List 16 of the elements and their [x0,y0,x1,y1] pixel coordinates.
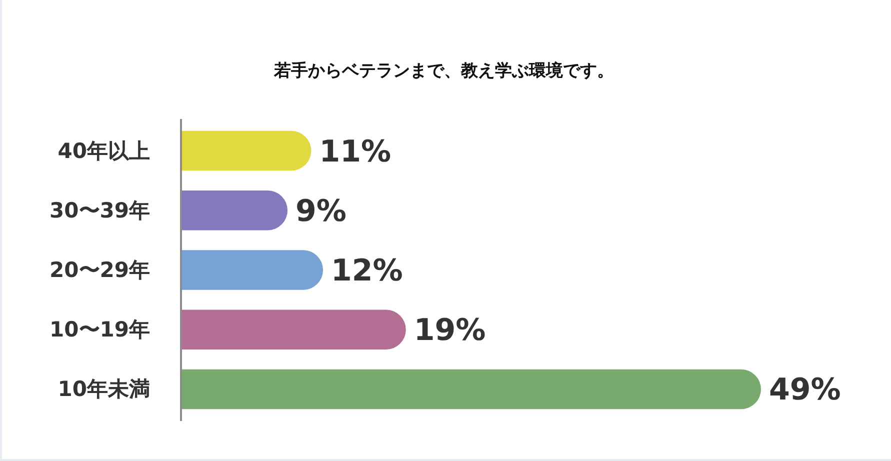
bar [181,130,312,171]
y-tick-label: 30〜39年 [50,198,150,222]
data-label: 9% [296,194,346,229]
y-tick-label: 20〜29年 [50,258,150,282]
data-label: 12% [331,254,403,288]
data-label: 19% [414,313,486,348]
bar [181,190,288,230]
y-tick-label: 10年未満 [58,377,150,402]
bar [181,369,761,410]
data-label: 49% [769,372,841,408]
chart-title: 若手からベテランまで、教え学ぶ環境です。 [273,61,614,81]
bar [181,310,406,350]
data-label: 11% [319,134,392,170]
bar [181,250,324,290]
y-tick-label: 10〜19年 [50,318,150,342]
y-tick-label: 40年以上 [58,138,150,163]
